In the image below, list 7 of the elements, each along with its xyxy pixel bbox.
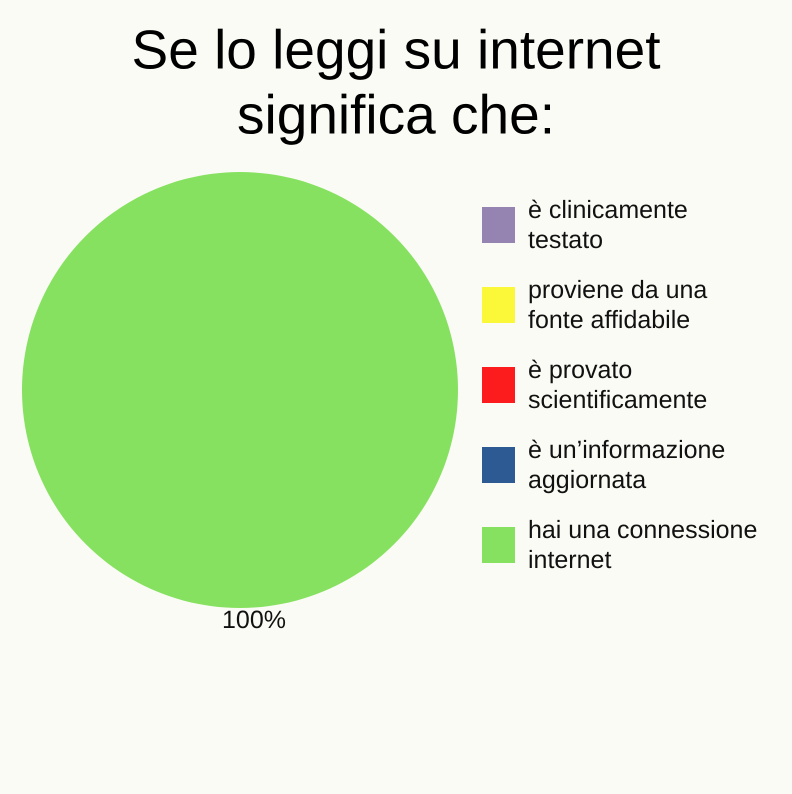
chart-title: Se lo leggi su internet significa che: — [132, 18, 660, 146]
legend-label: hai una connessione internet — [528, 516, 758, 574]
legend-label: è un’informazione aggiornata — [528, 436, 726, 494]
legend-label: proviene da una fonte affidabile — [528, 276, 708, 334]
legend-label: è clinicamente testato — [528, 196, 688, 254]
legend-label: è provato scientificamente — [528, 356, 708, 414]
data-label: 100% — [222, 606, 286, 634]
